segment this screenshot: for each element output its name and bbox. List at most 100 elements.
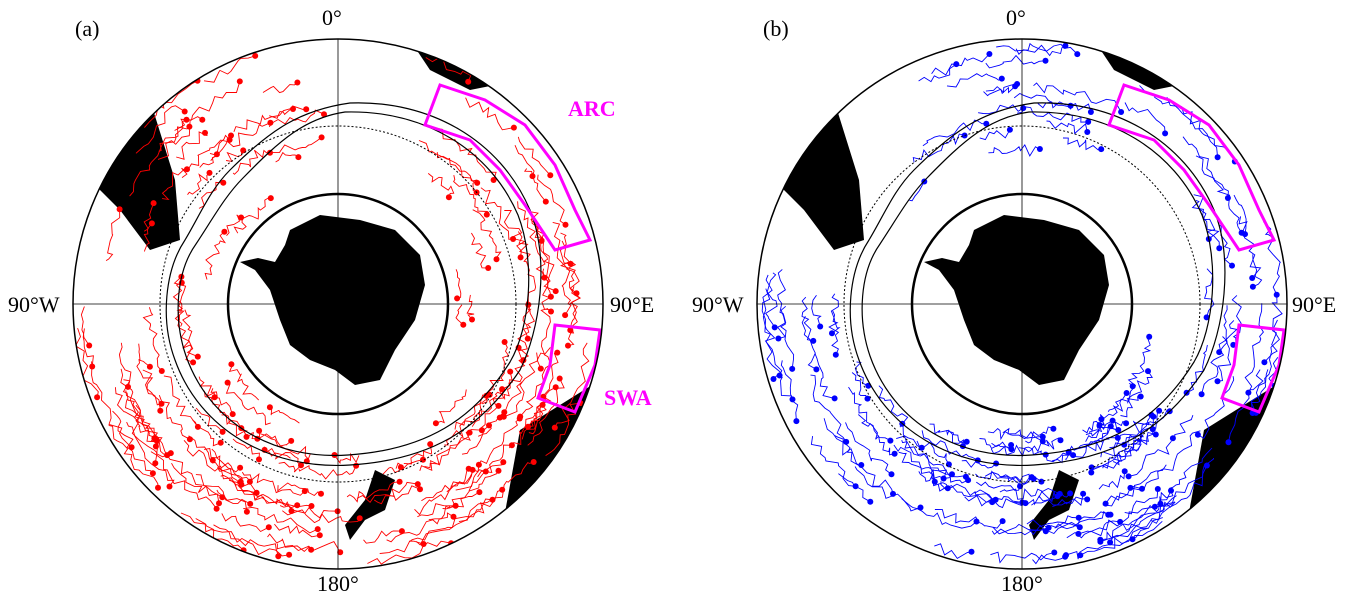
drifter-track <box>143 223 153 252</box>
drifter-endpoint <box>864 395 871 402</box>
drifter-endpoint <box>867 498 874 505</box>
drifter-endpoint <box>398 528 405 535</box>
drifter-track <box>1098 471 1126 490</box>
drifter-track <box>126 421 175 487</box>
drifter-endpoint <box>116 206 123 213</box>
drifter-endpoint <box>562 312 569 319</box>
drifter-endpoint <box>542 198 549 205</box>
drifter-track <box>414 469 474 516</box>
drifter-track <box>762 274 783 376</box>
drifter-endpoint <box>396 478 403 485</box>
drifter-track <box>435 389 467 424</box>
drifter-endpoint <box>887 437 894 444</box>
drifter-endpoint <box>547 172 554 179</box>
drifter-endpoint <box>1062 553 1069 560</box>
drifter-track <box>901 498 977 529</box>
drifter-track <box>1197 376 1235 439</box>
drifter-track <box>221 513 270 533</box>
drifter-track <box>461 425 490 455</box>
drifter-track <box>1201 336 1227 395</box>
drifter-track <box>226 214 242 236</box>
drifter-track <box>1195 155 1242 234</box>
drifter-track <box>1062 137 1102 151</box>
drifter-track <box>983 85 1016 97</box>
drifter-track <box>453 175 490 215</box>
drifter-endpoint <box>1216 245 1223 252</box>
drifter-endpoint <box>466 429 473 436</box>
drifter-track <box>198 376 216 398</box>
drifter-track <box>367 540 452 565</box>
drifter-endpoint <box>1030 475 1037 482</box>
drifter-endpoint <box>940 475 947 482</box>
drifter-endpoint <box>256 427 263 434</box>
lon-label-left-a: 90°W <box>8 292 60 317</box>
drifter-endpoint <box>953 61 960 68</box>
drifter-endpoint <box>983 120 990 127</box>
drifter-track <box>173 276 187 327</box>
drifter-endpoint <box>1012 83 1019 90</box>
drifter-endpoint <box>1249 275 1256 281</box>
drifter-endpoint <box>1039 433 1046 440</box>
drifter-track <box>198 181 224 209</box>
drifter-track <box>912 133 965 163</box>
drifter-track <box>118 342 132 388</box>
drifter-endpoint <box>1203 314 1210 321</box>
drifter-endpoint <box>486 391 493 398</box>
drifter-endpoint <box>167 450 174 457</box>
drifter-track <box>180 512 244 551</box>
drifter-endpoint <box>776 372 783 379</box>
drifter-track <box>1127 370 1154 404</box>
drifter-track <box>814 353 835 399</box>
drifter-track <box>174 81 241 131</box>
drifter-track <box>158 395 191 440</box>
drifter-endpoint <box>537 365 544 372</box>
drifter-endpoint <box>998 75 1005 82</box>
drifter-endpoint <box>832 351 839 358</box>
drifter-track <box>243 506 318 534</box>
drifter-endpoint <box>507 368 514 375</box>
drifter-endpoint <box>1203 462 1210 469</box>
drifter-endpoint <box>1261 359 1268 366</box>
drifter-track <box>1217 320 1238 382</box>
drifter-endpoint <box>1076 524 1083 531</box>
drifter-endpoint <box>961 132 968 139</box>
drifter-track <box>985 54 1046 69</box>
drifter-endpoint <box>1139 485 1145 492</box>
drifter-endpoint <box>155 484 161 491</box>
drifter-track <box>765 272 778 328</box>
drifter-endpoint <box>150 200 157 207</box>
drifter-endpoint <box>238 481 245 488</box>
drifter-track <box>1127 336 1152 387</box>
drifter-endpoint <box>510 124 517 131</box>
drifter-track <box>82 328 94 367</box>
drifter-track <box>217 467 257 494</box>
drifter-track <box>929 423 965 447</box>
drifter-track <box>182 309 198 358</box>
drifter-track <box>1132 520 1163 540</box>
drifter-endpoint <box>209 457 216 464</box>
drifter-endpoint <box>1168 487 1174 494</box>
drifter-endpoint <box>493 256 500 263</box>
drifter-track <box>436 127 497 181</box>
drifter-track <box>979 129 1011 141</box>
drifter-track <box>421 468 469 502</box>
drifter-endpoint <box>501 339 508 345</box>
drifter-endpoint <box>199 116 206 123</box>
drifter-endpoint <box>562 221 569 228</box>
drifter-track <box>508 404 543 449</box>
drifter-endpoint <box>295 154 302 161</box>
drifter-track <box>213 524 279 557</box>
drifter-endpoint <box>1123 420 1130 427</box>
lon-label-right-a: 90°E <box>610 292 655 317</box>
antarctica-a <box>240 215 425 385</box>
drifter-endpoint <box>1125 473 1132 480</box>
drifter-endpoint <box>217 439 224 446</box>
drifter-endpoint <box>1062 42 1069 49</box>
drifter-track <box>811 294 822 327</box>
drifter-endpoint <box>1017 483 1023 490</box>
drifter-track <box>991 441 1012 450</box>
drifter-endpoint <box>148 220 155 227</box>
drifter-track <box>138 343 151 368</box>
drifter-endpoint <box>510 236 517 242</box>
drifter-track <box>424 432 471 469</box>
